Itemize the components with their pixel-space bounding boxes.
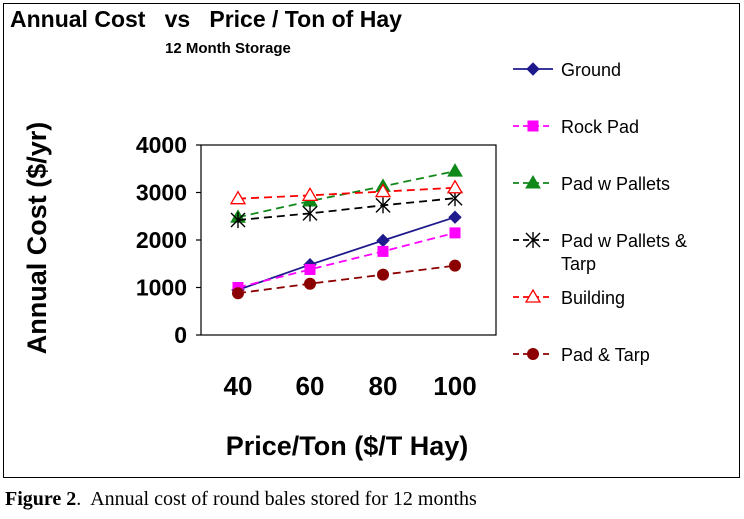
series-layer <box>229 163 464 300</box>
data-point <box>448 210 462 224</box>
data-point <box>524 288 542 303</box>
figure-label: Figure 2 <box>5 488 77 510</box>
y-tick-label: 2000 <box>136 227 187 253</box>
legend-item: Rock Pad <box>513 117 639 137</box>
x-tick-label: 100 <box>433 371 476 401</box>
chart-subtitle: 12 Month Storage <box>165 40 291 57</box>
data-point <box>304 263 316 275</box>
series-rock-pad <box>232 227 461 293</box>
y-tick-label: 3000 <box>136 180 187 206</box>
data-point <box>526 62 540 76</box>
series-line <box>237 197 456 221</box>
data-point <box>376 233 390 248</box>
legend-item: Pad & Tarp <box>513 345 650 365</box>
data-point <box>449 259 461 272</box>
legend-label: Building <box>561 288 625 308</box>
x-tick-label: 40 <box>224 371 253 401</box>
y-tick-label: 0 <box>174 322 187 348</box>
series-line <box>237 216 456 291</box>
legend-label: Rock Pad <box>561 117 639 137</box>
chart-frame <box>3 3 740 478</box>
legend-label: Pad w Pallets <box>561 174 670 194</box>
data-point <box>377 268 389 281</box>
legend-label: Pad w Pallets & <box>561 231 687 251</box>
legend-label: Tarp <box>561 254 596 274</box>
line-chart: 0 1000 2000 3000 4000 40 60 80 100 Ground Rock P… <box>22 60 687 461</box>
series-line <box>237 186 456 200</box>
data-point <box>301 187 319 202</box>
data-point <box>302 205 318 222</box>
data-point <box>375 197 391 214</box>
y-tick-label: 1000 <box>136 275 187 301</box>
figure-caption-text: . Annual cost of round bales stored for … <box>76 488 477 510</box>
series-line <box>237 264 456 295</box>
data-point <box>446 179 464 194</box>
data-point <box>229 190 247 205</box>
x-axis-title: Price/Ton ($/T Hay) <box>226 431 469 461</box>
series-building <box>229 179 464 205</box>
data-point <box>377 245 389 257</box>
data-point <box>304 277 316 290</box>
series-pad-w-pallets-tarp <box>230 190 463 229</box>
legend: Ground Rock Pad Pad w Pallets Pad w Pallets… <box>513 60 687 365</box>
x-axis-ticks: 40 60 80 100 <box>224 371 477 401</box>
data-point <box>527 120 539 132</box>
data-point <box>447 163 463 177</box>
data-point <box>525 232 541 248</box>
series-pad-tarp <box>232 259 461 300</box>
data-point <box>230 212 246 229</box>
chart-title: Annual Cost vs Price / Ton of Hay <box>10 6 402 32</box>
y-axis-title: Annual Cost ($/yr) <box>22 122 52 355</box>
x-tick-label: 60 <box>296 371 325 401</box>
data-point <box>527 348 539 360</box>
y-tick-label: 4000 <box>136 132 187 158</box>
data-point <box>525 175 541 189</box>
series-line <box>237 232 456 289</box>
data-point <box>232 287 244 300</box>
x-tick-label: 80 <box>369 371 398 401</box>
legend-item: Pad w Pallets <box>513 174 670 194</box>
series-ground <box>231 210 462 297</box>
legend-item: Building <box>513 288 625 308</box>
data-point <box>449 227 461 239</box>
figure-caption: Figure 2. Annual cost of round bales sto… <box>5 488 477 511</box>
legend-item: Ground <box>513 60 621 80</box>
legend-label: Pad & Tarp <box>561 345 650 365</box>
legend-item: Pad w Pallets & Tarp <box>513 231 687 274</box>
legend-label: Ground <box>561 60 621 80</box>
data-point <box>374 183 392 198</box>
y-axis-ticks: 0 1000 2000 3000 4000 <box>136 132 201 348</box>
